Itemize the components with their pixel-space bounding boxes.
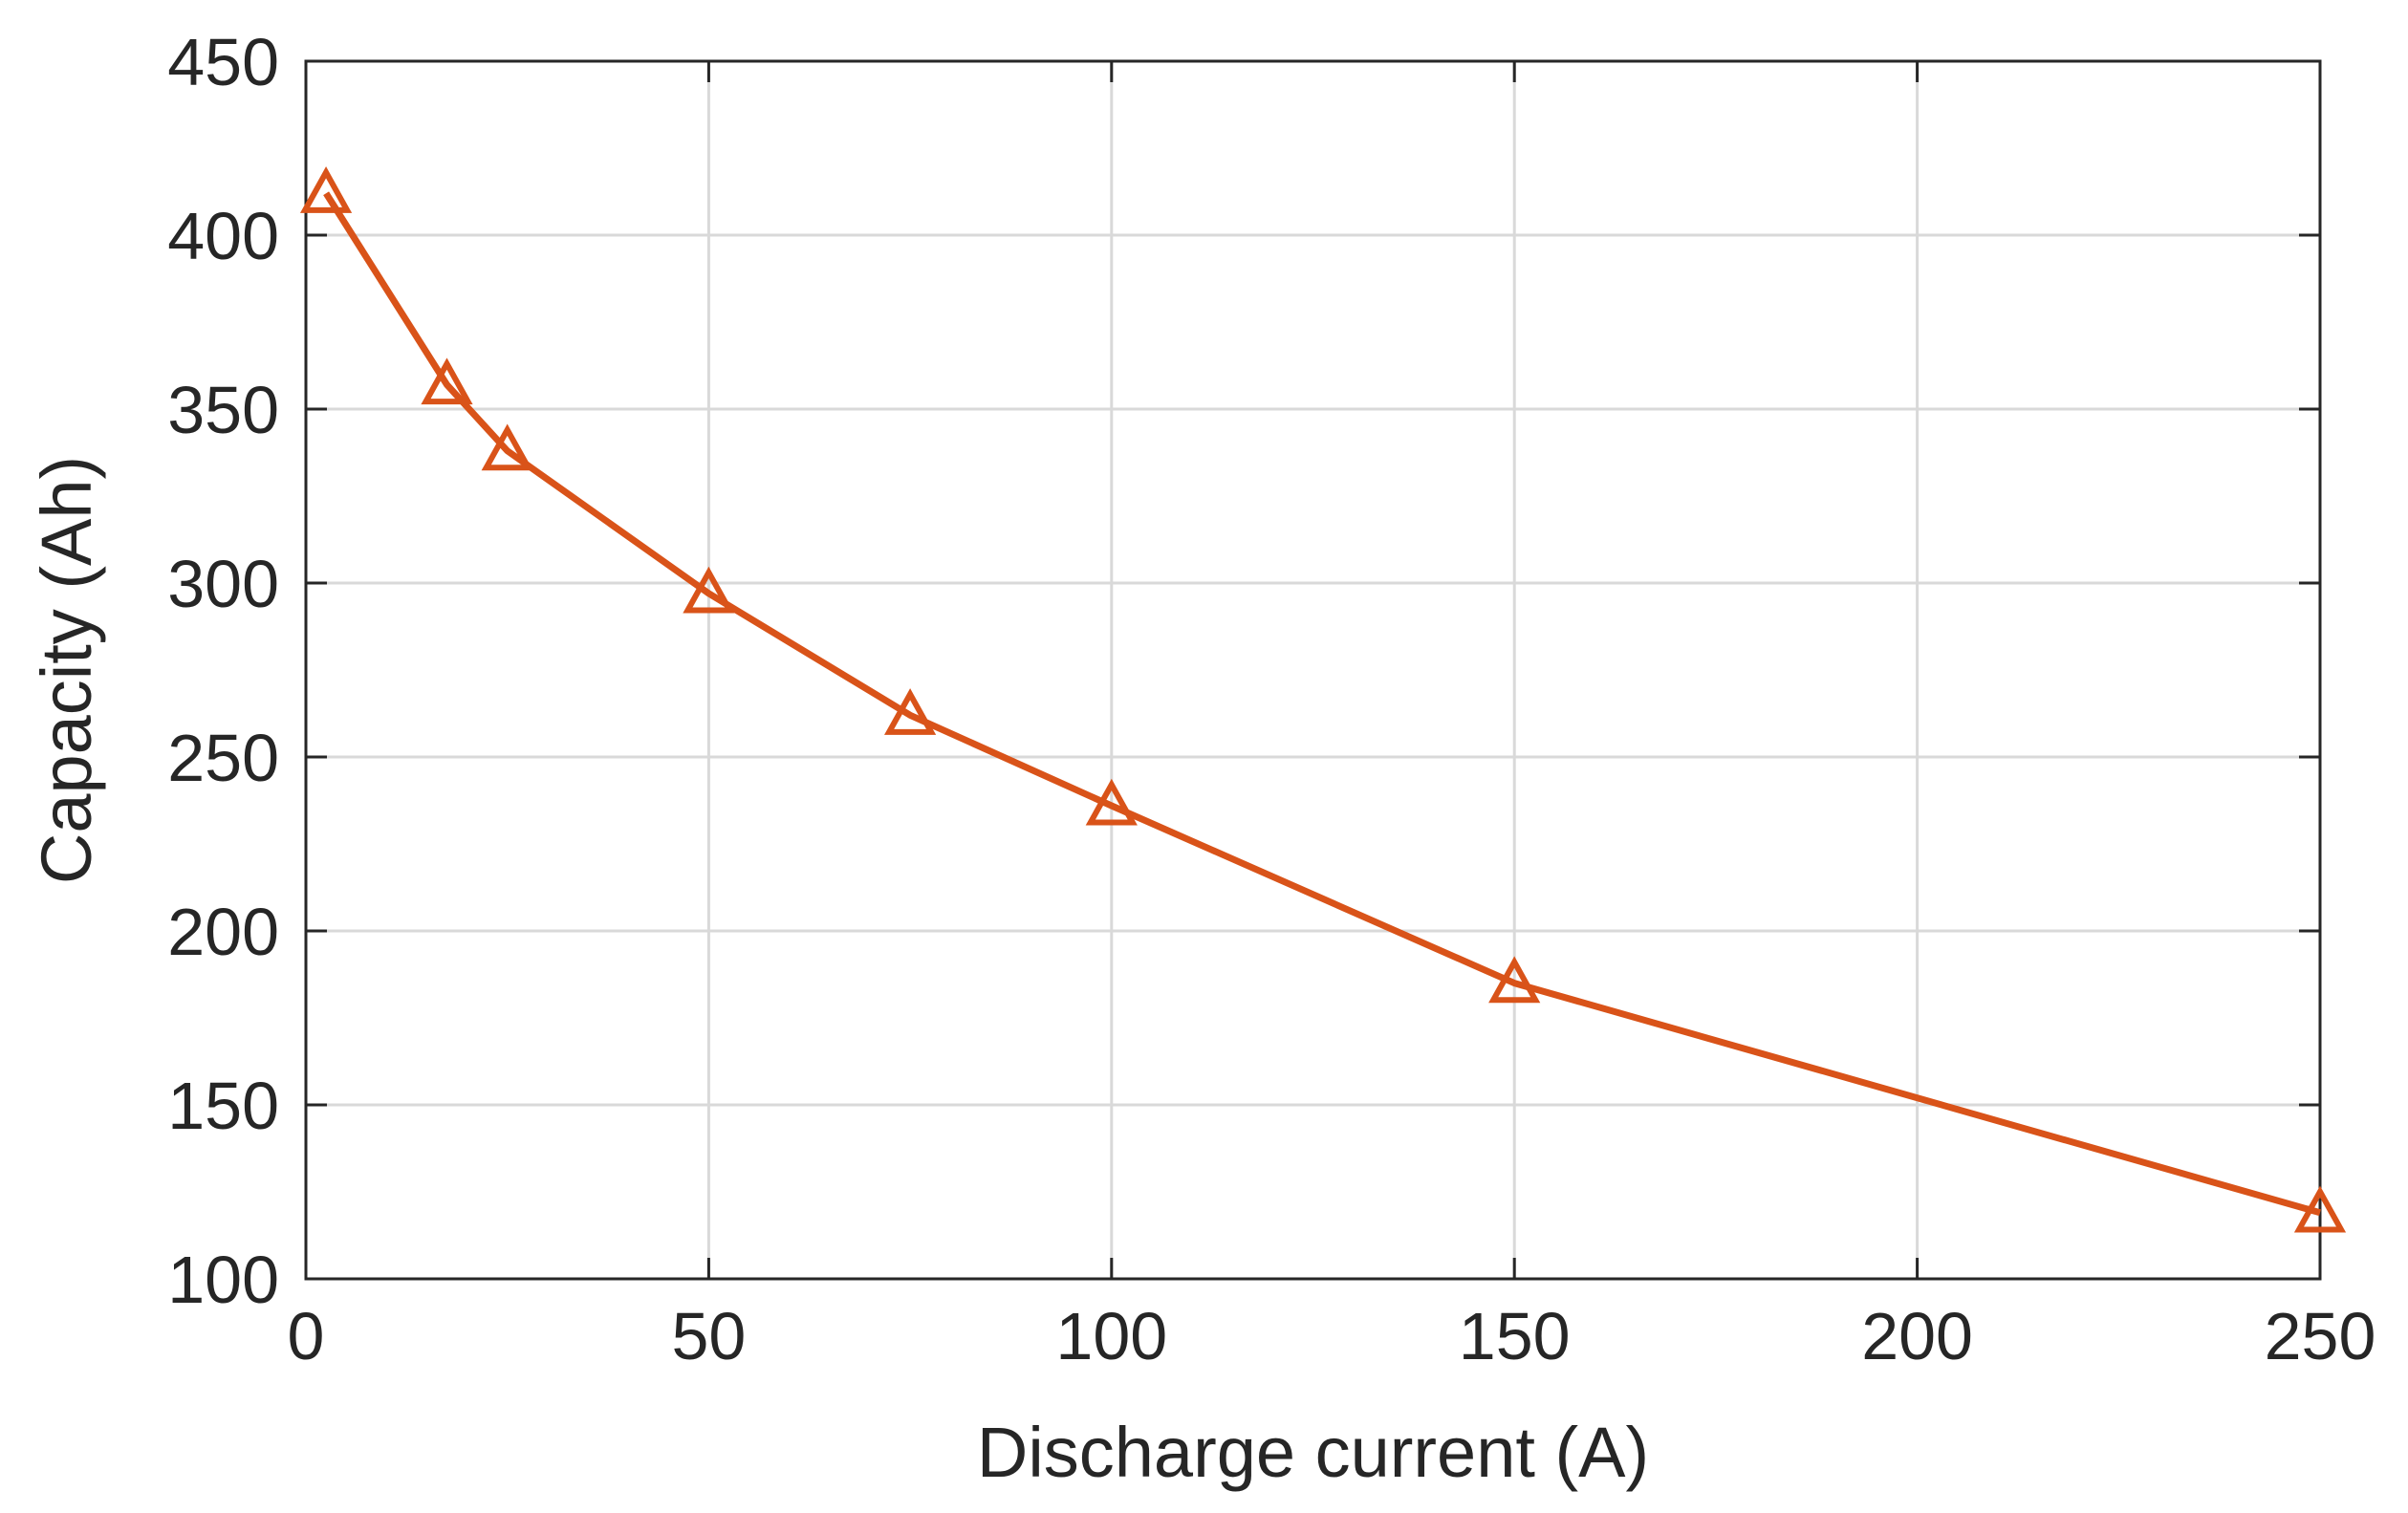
y-tick-label: 450: [167, 25, 279, 99]
data-point-triangle-marker: [421, 357, 473, 405]
x-tick-label: 50: [671, 1299, 746, 1373]
x-axis-ticks: 0 50 100 150 200 250: [288, 61, 2376, 1373]
data-point-triangle-marker: [299, 166, 353, 213]
y-tick-label: 250: [167, 721, 279, 795]
axes: [304, 59, 2322, 1281]
data-point-triangle-marker: [1085, 778, 1138, 826]
x-tick-label: 200: [1861, 1299, 1973, 1373]
data-point-triangle-marker: [683, 566, 735, 614]
y-tick-label: 350: [167, 373, 279, 447]
x-tick-label: 150: [1459, 1299, 1571, 1373]
y-tick-label: 200: [167, 895, 279, 969]
y-axis-label: Capacity (Ah): [27, 456, 106, 884]
x-tick-label: 0: [288, 1299, 325, 1373]
data-point-triangle-marker: [1488, 956, 1541, 1004]
plot-area-border: [304, 59, 2322, 1281]
y-tick-label: 300: [167, 547, 279, 621]
x-axis-label: Discharge current (A): [977, 1413, 1649, 1492]
data-point-triangle-marker: [481, 423, 533, 471]
series-line: [323, 191, 2321, 1217]
data-point-triangle-marker: [884, 688, 937, 735]
data-series: [299, 166, 2347, 1233]
x-tick-label: 100: [1055, 1299, 1167, 1373]
y-tick-label: 400: [167, 199, 279, 273]
x-tick-label: 250: [2265, 1299, 2376, 1373]
y-axis-ticks: 100 150 200 250 300 350 400 450: [167, 25, 2320, 1317]
y-tick-label: 100: [167, 1243, 279, 1317]
y-tick-label: 150: [167, 1069, 279, 1143]
data-point-triangle-marker: [2293, 1185, 2347, 1233]
